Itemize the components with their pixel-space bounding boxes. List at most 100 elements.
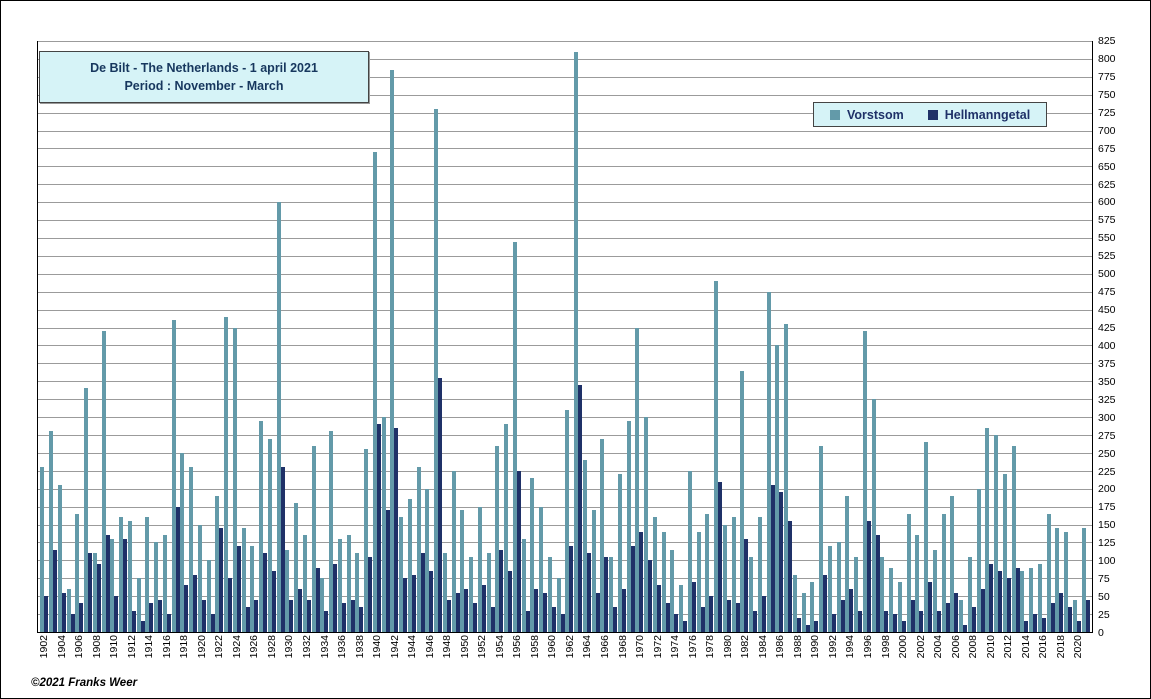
bar-hellmanngetal-1964 — [586, 553, 591, 632]
bar-vorstsom-1953 — [486, 553, 491, 632]
bar-group-2002 — [915, 41, 924, 632]
bar-group-1959 — [539, 41, 548, 632]
bar-group-1917 — [171, 41, 180, 632]
bar-group-1923 — [224, 41, 233, 632]
bar-vorstsom-1979 — [714, 280, 719, 632]
bar-hellmanngetal-2015 — [1033, 614, 1038, 632]
y-axis-label: 525 — [1098, 250, 1116, 263]
bar-vorstsom-1911 — [119, 517, 124, 632]
x-axis-label: 2014 — [1019, 635, 1032, 659]
bar-hellmanngetal-1982 — [744, 538, 749, 632]
bar-hellmanngetal-1960 — [551, 606, 556, 632]
bar-group-1939 — [364, 41, 373, 632]
bar-hellmanngetal-1967 — [613, 606, 618, 632]
bar-vorstsom-2019 — [1064, 531, 1069, 632]
bar-vorstsom-2003 — [924, 442, 929, 632]
bar-hellmanngetal-1937 — [350, 599, 355, 632]
y-axis-label: 25 — [1098, 609, 1110, 622]
bar-vorstsom-1960 — [547, 556, 552, 632]
bar-vorstsom-1974 — [670, 549, 675, 632]
x-axis-label: 1912 — [125, 635, 138, 659]
x-axis-label: 1918 — [178, 635, 191, 659]
bar-group-1903 — [49, 41, 58, 632]
y-axis-label: 575 — [1098, 214, 1116, 227]
x-axis-cell: 1958 — [529, 635, 541, 685]
bar-group-1957 — [521, 41, 530, 632]
bar-hellmanngetal-2011 — [998, 571, 1003, 632]
gridline — [38, 363, 1092, 365]
bar-vorstsom-1989 — [801, 592, 806, 632]
bar-hellmanngetal-1985 — [770, 485, 775, 632]
y-axis-label: 700 — [1098, 124, 1116, 137]
x-axis: 1902 1904 1906 1908 1910 1912 1914 1916 1918 1920… — [37, 635, 1093, 685]
bar-group-1987 — [784, 41, 793, 632]
x-axis-cell: 1936 — [336, 635, 349, 685]
bar-vorstsom-1930 — [285, 549, 290, 632]
x-axis-label: 1936 — [336, 635, 349, 659]
x-axis-cell: 1944 — [406, 635, 418, 685]
bar-hellmanngetal-1942 — [394, 427, 399, 632]
x-axis-cell: 1980 — [722, 635, 734, 685]
gridline — [38, 560, 1092, 562]
bar-vorstsom-1919 — [189, 467, 194, 632]
bar-hellmanngetal-1963 — [578, 384, 583, 632]
bar-vorstsom-1937 — [346, 535, 351, 632]
bar-group-1983 — [749, 41, 758, 632]
gridline — [38, 470, 1092, 472]
x-axis-label: 1920 — [195, 635, 208, 659]
bar-group-1947 — [434, 41, 443, 632]
bar-group-1941 — [381, 41, 390, 632]
bar-vorstsom-1931 — [294, 503, 299, 632]
x-axis-label: 1950 — [458, 635, 471, 659]
x-axis-cell: 1978 — [704, 635, 716, 685]
bar-hellmanngetal-2012 — [1006, 578, 1011, 632]
bar-vorstsom-1938 — [355, 553, 360, 632]
x-axis-cell: 1938 — [353, 635, 366, 685]
x-axis-label: 1916 — [160, 635, 173, 659]
x-axis-label: 1924 — [230, 635, 243, 659]
bar-vorstsom-1976 — [687, 470, 692, 632]
x-axis-cell: 1974 — [669, 635, 681, 685]
bar-hellmanngetal-1970 — [639, 531, 644, 632]
bar-hellmanngetal-1939 — [368, 556, 373, 632]
x-axis-label: 1964 — [581, 635, 594, 659]
bar-vorstsom-1965 — [591, 510, 596, 632]
bar-group-1953 — [486, 41, 495, 632]
bar-vorstsom-1912 — [127, 520, 132, 632]
y-axis-label: 725 — [1098, 106, 1116, 119]
bar-group-1922 — [215, 41, 224, 632]
bar-group-1964 — [582, 41, 592, 632]
bar-hellmanngetal-2007 — [963, 624, 968, 632]
bar-vorstsom-1940 — [372, 152, 377, 632]
x-axis-cell: 1972 — [652, 635, 664, 685]
bar-vorstsom-1990 — [810, 581, 815, 632]
bar-hellmanngetal-1905 — [70, 614, 75, 632]
bar-vorstsom-1983 — [749, 556, 754, 632]
gridline — [38, 452, 1092, 454]
bar-vorstsom-1913 — [136, 578, 141, 632]
bar-hellmanngetal-1913 — [140, 621, 145, 632]
bar-group-1994 — [845, 41, 854, 632]
bar-group-1909 — [101, 41, 110, 632]
bar-group-1984 — [757, 41, 767, 632]
x-axis-cell: 1992 — [827, 635, 839, 685]
bar-vorstsom-2010 — [985, 427, 990, 632]
x-axis-label: 1954 — [493, 635, 506, 659]
bar-vorstsom-1952 — [477, 506, 482, 632]
y-axis-label: 325 — [1098, 393, 1116, 406]
bar-hellmanngetal-1955 — [508, 571, 513, 632]
y-axis-label: 350 — [1098, 375, 1116, 388]
bar-group-1924 — [232, 41, 242, 632]
bar-group-1905 — [66, 41, 75, 632]
y-axis-label: 750 — [1098, 88, 1116, 101]
bar-vorstsom-1977 — [696, 531, 701, 632]
bar-hellmanngetal-1962 — [569, 546, 574, 632]
bar-group-1977 — [696, 41, 705, 632]
bar-group-1910 — [110, 41, 119, 632]
bar-vorstsom-2014 — [1020, 571, 1025, 632]
x-axis-label: 1938 — [353, 635, 366, 659]
x-axis-cell: 1996 — [862, 635, 874, 685]
bar-group-1981 — [731, 41, 740, 632]
y-axis-label: 125 — [1098, 537, 1116, 550]
